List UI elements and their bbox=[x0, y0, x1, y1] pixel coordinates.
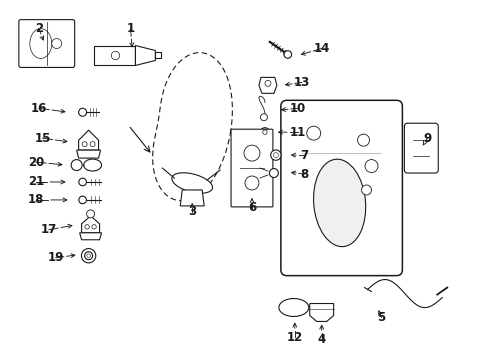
Circle shape bbox=[361, 185, 371, 195]
Text: 4: 4 bbox=[317, 333, 325, 346]
FancyBboxPatch shape bbox=[280, 100, 402, 276]
Circle shape bbox=[71, 159, 82, 171]
Polygon shape bbox=[80, 233, 102, 240]
Polygon shape bbox=[259, 77, 276, 93]
Circle shape bbox=[79, 178, 86, 186]
FancyBboxPatch shape bbox=[19, 20, 75, 67]
Text: 18: 18 bbox=[27, 193, 44, 206]
Text: 15: 15 bbox=[35, 132, 51, 145]
Circle shape bbox=[273, 153, 278, 158]
Circle shape bbox=[262, 130, 266, 134]
Circle shape bbox=[244, 145, 260, 161]
Circle shape bbox=[357, 134, 369, 146]
Ellipse shape bbox=[313, 159, 365, 247]
Circle shape bbox=[85, 225, 89, 229]
Text: 13: 13 bbox=[293, 76, 309, 89]
Circle shape bbox=[306, 126, 320, 140]
Text: 8: 8 bbox=[300, 167, 308, 180]
Polygon shape bbox=[155, 53, 161, 58]
Polygon shape bbox=[77, 150, 101, 158]
Text: 17: 17 bbox=[41, 223, 57, 236]
Circle shape bbox=[84, 252, 92, 260]
Text: 21: 21 bbox=[28, 175, 44, 189]
Circle shape bbox=[111, 51, 120, 60]
Polygon shape bbox=[79, 130, 99, 150]
Text: 2: 2 bbox=[35, 22, 43, 35]
Circle shape bbox=[52, 39, 61, 49]
Circle shape bbox=[269, 168, 278, 177]
Ellipse shape bbox=[278, 298, 308, 316]
Ellipse shape bbox=[30, 28, 52, 58]
Circle shape bbox=[81, 248, 96, 263]
Text: 1: 1 bbox=[126, 22, 134, 35]
Polygon shape bbox=[93, 45, 135, 66]
Circle shape bbox=[86, 210, 94, 218]
Text: 14: 14 bbox=[313, 42, 329, 55]
Circle shape bbox=[264, 80, 270, 86]
Ellipse shape bbox=[83, 159, 102, 171]
Circle shape bbox=[79, 108, 86, 116]
FancyBboxPatch shape bbox=[404, 123, 437, 173]
Circle shape bbox=[270, 150, 281, 160]
Ellipse shape bbox=[171, 173, 212, 193]
Polygon shape bbox=[309, 303, 333, 321]
Polygon shape bbox=[81, 216, 100, 233]
Text: 20: 20 bbox=[28, 156, 44, 168]
Text: 9: 9 bbox=[422, 132, 430, 145]
Circle shape bbox=[82, 141, 87, 147]
Text: 16: 16 bbox=[31, 102, 47, 115]
Text: 11: 11 bbox=[289, 126, 305, 139]
Circle shape bbox=[284, 51, 291, 58]
Text: 7: 7 bbox=[300, 149, 308, 162]
Circle shape bbox=[87, 254, 90, 257]
Text: 10: 10 bbox=[289, 102, 305, 115]
Circle shape bbox=[244, 176, 259, 190]
Text: 3: 3 bbox=[188, 205, 196, 219]
Text: 12: 12 bbox=[286, 331, 302, 344]
Circle shape bbox=[364, 159, 377, 172]
Text: 6: 6 bbox=[247, 201, 256, 215]
FancyBboxPatch shape bbox=[230, 129, 272, 207]
Circle shape bbox=[79, 196, 86, 204]
Polygon shape bbox=[135, 45, 155, 66]
Polygon shape bbox=[180, 190, 203, 206]
Circle shape bbox=[92, 225, 96, 229]
Text: 5: 5 bbox=[377, 311, 385, 324]
Circle shape bbox=[260, 128, 269, 137]
Text: 19: 19 bbox=[47, 251, 64, 264]
Circle shape bbox=[90, 141, 95, 147]
Circle shape bbox=[260, 114, 267, 121]
